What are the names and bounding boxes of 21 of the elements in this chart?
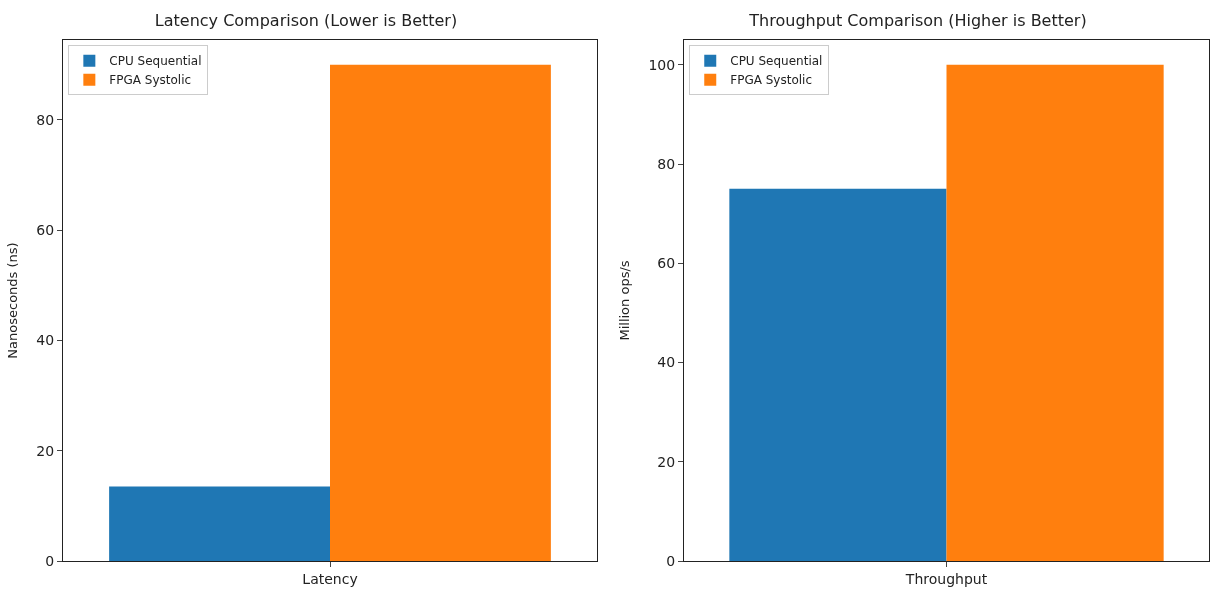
- y-tick-label: 40: [36, 332, 55, 349]
- y-tick-label: 60: [36, 222, 55, 239]
- legend-label: CPU Sequential: [109, 54, 202, 69]
- y-tick-label: 0: [45, 552, 55, 569]
- y-tick-label: 40: [657, 354, 676, 371]
- y-tick-label: 0: [666, 552, 676, 569]
- y-tick-label: 80: [657, 155, 676, 172]
- y-axis-title: Nanoseconds (ns): [5, 242, 21, 359]
- y-tick-label: 20: [657, 453, 676, 470]
- legend-label: FPGA Systolic: [730, 73, 812, 88]
- y-axis-title: Million ops/s: [617, 260, 633, 341]
- chart-title: Latency Comparison (Lower is Better): [154, 11, 458, 31]
- y-tick-label: 60: [657, 255, 676, 272]
- x-tick-label: Throughput: [904, 570, 988, 587]
- y-tick-label: 80: [36, 111, 55, 128]
- chart-title: Throughput Comparison (Higher is Better): [748, 11, 1087, 31]
- legend-label: CPU Sequential: [730, 54, 823, 69]
- legend-label: FPGA Systolic: [109, 73, 192, 88]
- y-tick-label: 100: [648, 56, 676, 73]
- x-tick-label: Latency: [302, 570, 358, 587]
- y-tick-label: 20: [36, 442, 55, 459]
